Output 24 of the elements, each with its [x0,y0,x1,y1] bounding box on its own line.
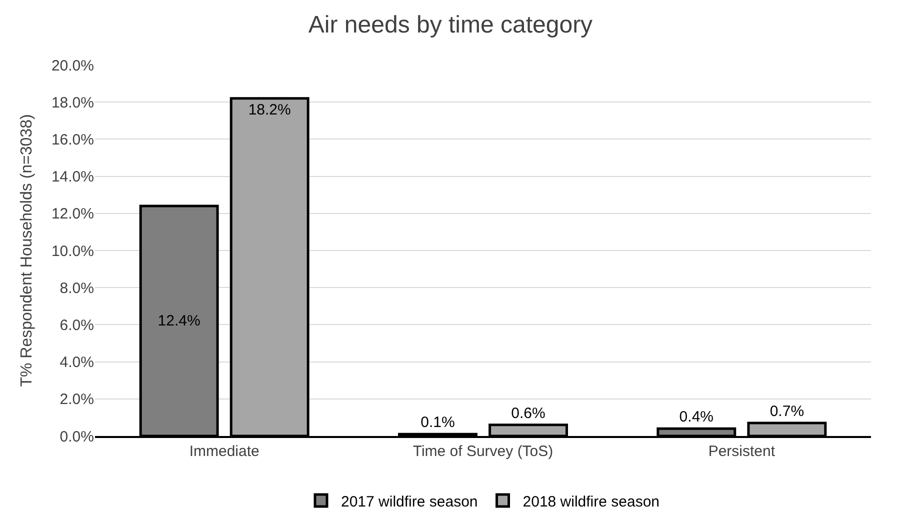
data-label: 0.6% [511,404,546,422]
legend-label: 2018 wildfire season [522,493,660,510]
chart-title: Air needs by time category [308,12,593,39]
y-tick-label: 12.0% [51,206,94,223]
y-tick-label: 6.0% [60,316,94,334]
legend-label: 2017 wildfire season [341,493,478,510]
x-tick-label: Persistent [708,443,776,460]
data-label: 0.4% [679,408,714,426]
x-tick-label: Time of Survey (ToS) [412,443,554,460]
y-tick-label: 14.0% [51,168,94,186]
y-tick-label: 4.0% [60,354,94,372]
y-tick-label: 8.0% [60,280,94,297]
y-tick-label: 2.0% [60,391,94,408]
data-label: 0.1% [420,414,455,432]
y-tick-label: 20.0% [51,57,94,74]
data-label: 18.2% [248,101,291,118]
y-tick-label: 16.0% [51,131,94,148]
data-label: 0.7% [770,403,804,420]
x-tick-label: Immediate [189,443,260,460]
y-axis-title: T% Respondent Households (n=3038) [18,114,36,387]
data-label: 12.4% [158,312,200,330]
y-tick-label: 18.0% [51,94,94,112]
y-tick-label: 0.0% [60,428,94,446]
y-tick-label: 10.0% [51,242,94,260]
